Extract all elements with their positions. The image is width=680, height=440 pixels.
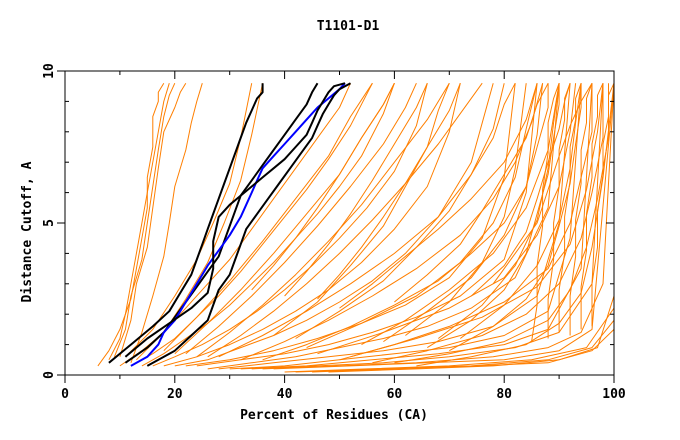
x-tick-label: 100: [602, 387, 626, 402]
model-series-line: [383, 83, 544, 343]
highlight-series-line: [130, 82, 346, 367]
model-series-line: [531, 83, 560, 342]
x-tick-label: 40: [277, 387, 293, 402]
x-axis-label: Percent of Residues (CA): [240, 408, 428, 423]
model-series-line: [262, 83, 549, 361]
x-tick-label: 60: [387, 387, 403, 402]
x-tick-label: 20: [167, 387, 183, 402]
y-tick-label: 10: [42, 63, 57, 79]
model-series-line: [580, 82, 604, 330]
highlight-series-line: [146, 82, 351, 367]
model-series-line: [130, 83, 203, 363]
highlight-series-line: [124, 82, 319, 364]
model-series-line: [130, 82, 373, 367]
x-tick-label: 0: [61, 387, 69, 402]
model-series-line: [218, 83, 505, 358]
y-tick-label: 0: [42, 371, 57, 379]
model-series-line: [185, 82, 417, 355]
model-series-line: [339, 83, 593, 361]
model-series-line: [273, 83, 615, 370]
model-series-line: [350, 83, 604, 358]
model-series-line: [97, 82, 165, 367]
model-series-line: [152, 83, 428, 367]
model-series-line: [119, 82, 187, 357]
model-series-line: [317, 83, 461, 300]
ticks-layer: 0 20 40 60 80 100 0 5 10: [42, 63, 626, 402]
highlight-series-line: [124, 82, 346, 358]
model-series-line: [372, 83, 604, 364]
model-series-line: [317, 83, 577, 355]
model-series-line: [361, 83, 560, 346]
model-series-line: [251, 82, 395, 291]
model-series-line: [251, 83, 604, 370]
model-series-line: [405, 83, 527, 336]
model-series-line: [569, 83, 593, 336]
x-tick-label: 80: [496, 387, 512, 402]
model-series-line: [284, 307, 615, 373]
model-series-line: [196, 82, 450, 358]
model-series-line: [163, 82, 373, 352]
chart-title: T1101-D1: [317, 19, 380, 34]
model-series-line: [218, 83, 571, 370]
series-layer: [97, 82, 615, 373]
model-series-line: [295, 82, 516, 339]
model-series-line: [196, 83, 538, 367]
model-series-line: [427, 83, 560, 349]
model-series-line: [459, 83, 582, 339]
model-series-line: [394, 82, 549, 303]
model-series-line: [449, 83, 582, 352]
model-series-line: [306, 83, 538, 349]
y-axis-label: Distance Cutoff, A: [20, 161, 35, 302]
model-series-line: [328, 295, 615, 373]
highlight-series-line: [108, 83, 264, 364]
model-series-line: [591, 82, 615, 327]
model-series-line: [141, 83, 395, 367]
model-series-line: [492, 82, 593, 285]
model-series-line: [284, 82, 428, 297]
model-series-line: [174, 82, 395, 355]
y-tick-label: 5: [42, 219, 57, 227]
model-series-line: [113, 82, 176, 357]
model-series-line: [163, 83, 461, 367]
model-series-line: [437, 83, 560, 339]
model-series-line: [108, 83, 170, 361]
model-series-line: [273, 83, 450, 336]
model-series-line: [207, 82, 483, 358]
model-series-line: [470, 83, 571, 297]
model-series-line: [339, 83, 538, 309]
